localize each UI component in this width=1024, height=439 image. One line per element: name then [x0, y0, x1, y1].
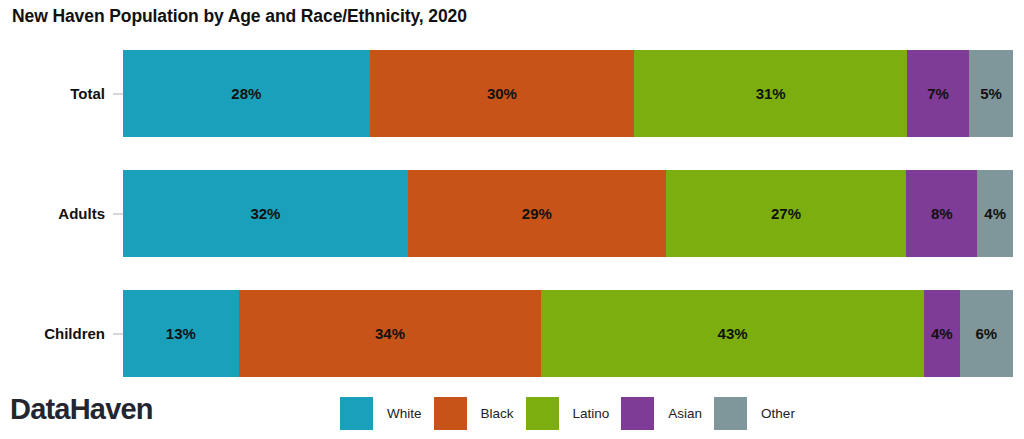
- bar-segment-white: 13%: [123, 290, 239, 377]
- chart-row: Children 13% 34% 43% 4% 6%: [0, 290, 1013, 377]
- axis-tick: [105, 170, 123, 257]
- bar-segment-value: 5%: [980, 85, 1002, 102]
- legend-item-latino: Latino: [526, 397, 610, 430]
- legend-swatch-icon: [526, 397, 559, 430]
- legend-swatch-icon: [714, 397, 747, 430]
- bar-segment-asian: 4%: [924, 290, 960, 377]
- bar-segment-value: 27%: [771, 205, 801, 222]
- stacked-bar: 32% 29% 27% 8% 4%: [123, 170, 1013, 257]
- bar-segment-value: 7%: [927, 85, 949, 102]
- category-label: Adults: [0, 205, 105, 222]
- bar-segment-value: 29%: [522, 205, 552, 222]
- category-label: Total: [0, 85, 105, 102]
- legend-swatch-icon: [434, 397, 467, 430]
- chart-row: Total 28% 30% 31% 7% 5%: [0, 50, 1013, 137]
- datahaven-logo: DataHaven: [10, 393, 153, 426]
- bar-segment-other: 5%: [969, 50, 1013, 137]
- axis-tick: [105, 50, 123, 137]
- legend-label: White: [387, 406, 422, 421]
- chart-row: Adults 32% 29% 27% 8% 4%: [0, 170, 1013, 257]
- chart-title: New Haven Population by Age and Race/Eth…: [12, 6, 467, 27]
- bar-segment-value: 30%: [487, 85, 517, 102]
- bar-segment-value: 43%: [718, 325, 748, 342]
- bar-segment-value: 28%: [231, 85, 261, 102]
- bar-segment-other: 6%: [960, 290, 1013, 377]
- bar-segment-white: 32%: [123, 170, 408, 257]
- stacked-bar: 13% 34% 43% 4% 6%: [123, 290, 1013, 377]
- legend-label: Other: [761, 406, 795, 421]
- category-label: Children: [0, 325, 105, 342]
- bar-segment-asian: 7%: [907, 50, 969, 137]
- legend-swatch-icon: [340, 397, 373, 430]
- bar-segment-other: 4%: [977, 170, 1013, 257]
- bar-segment-value: 6%: [975, 325, 997, 342]
- bar-segment-black: 29%: [408, 170, 666, 257]
- chart-rows: Total28%30%31%7%5%Adults32%29%27%8%4%Chi…: [0, 50, 1013, 410]
- bar-segment-value: 32%: [250, 205, 280, 222]
- legend-item-black: Black: [434, 397, 514, 430]
- legend-item-asian: Asian: [621, 397, 702, 430]
- legend-item-white: White: [340, 397, 422, 430]
- legend-swatch-icon: [621, 397, 654, 430]
- bar-segment-black: 34%: [239, 290, 542, 377]
- bar-segment-latino: 27%: [666, 170, 906, 257]
- chart-page: New Haven Population by Age and Race/Eth…: [0, 0, 1024, 439]
- bar-segment-value: 31%: [756, 85, 786, 102]
- legend-item-other: Other: [714, 397, 795, 430]
- bar-segment-latino: 43%: [541, 290, 924, 377]
- bar-segment-value: 8%: [931, 205, 953, 222]
- bar-segment-asian: 8%: [906, 170, 977, 257]
- bar-segment-black: 30%: [370, 50, 634, 137]
- bar-segment-white: 28%: [123, 50, 370, 137]
- bar-segment-latino: 31%: [634, 50, 907, 137]
- chart-legend: White Black Latino Asian Other: [340, 397, 807, 430]
- bar-segment-value: 4%: [931, 325, 953, 342]
- legend-label: Asian: [668, 406, 702, 421]
- legend-label: Latino: [573, 406, 610, 421]
- bar-segment-value: 13%: [166, 325, 196, 342]
- bar-segment-value: 4%: [984, 205, 1006, 222]
- bar-segment-value: 34%: [375, 325, 405, 342]
- axis-tick: [105, 290, 123, 377]
- stacked-bar: 28% 30% 31% 7% 5%: [123, 50, 1013, 137]
- legend-label: Black: [481, 406, 514, 421]
